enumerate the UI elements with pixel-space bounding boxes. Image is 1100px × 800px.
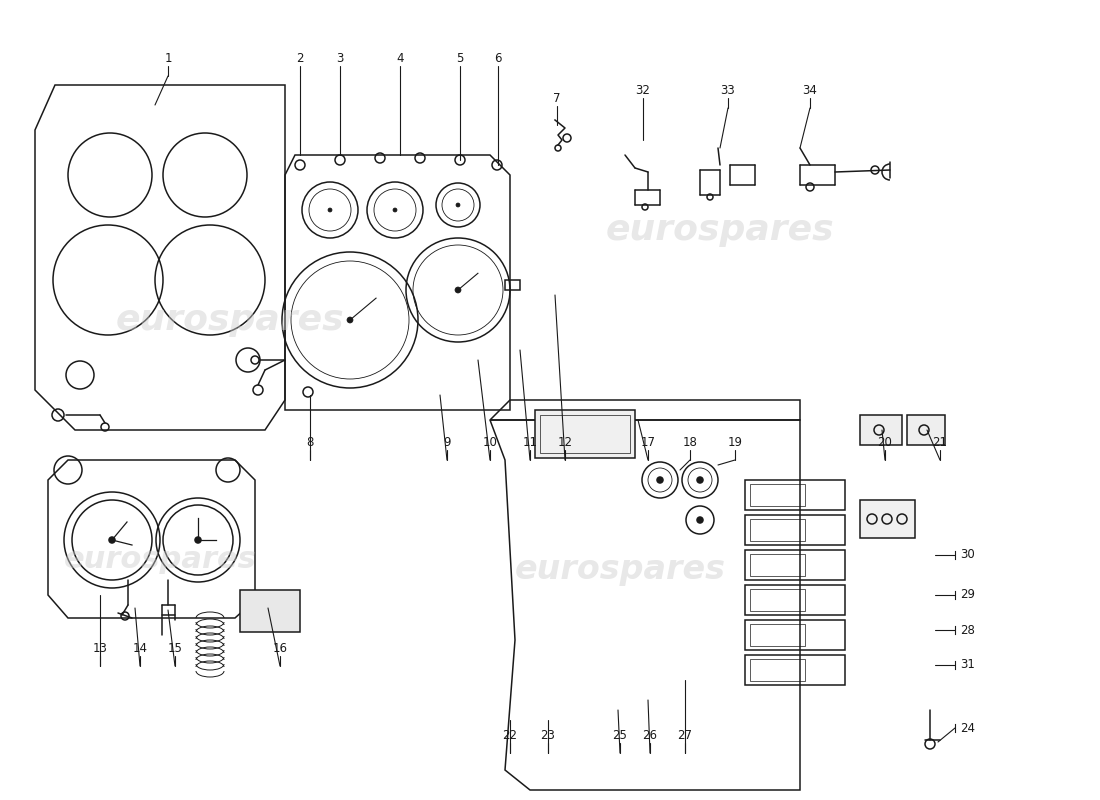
Text: 5: 5 xyxy=(456,52,464,65)
Text: 24: 24 xyxy=(960,722,975,734)
Text: 3: 3 xyxy=(337,52,343,65)
Bar xyxy=(860,500,915,538)
Text: eurospares: eurospares xyxy=(116,303,344,337)
Text: 16: 16 xyxy=(273,642,287,655)
Circle shape xyxy=(697,517,703,523)
Bar xyxy=(860,415,902,445)
Circle shape xyxy=(109,537,116,543)
Bar xyxy=(535,410,635,458)
Text: 12: 12 xyxy=(558,436,572,449)
Text: 28: 28 xyxy=(960,623,975,637)
Circle shape xyxy=(195,537,201,543)
Circle shape xyxy=(455,287,461,293)
Text: 21: 21 xyxy=(933,436,947,449)
Text: 27: 27 xyxy=(678,729,693,742)
Text: 29: 29 xyxy=(960,589,975,602)
Text: 8: 8 xyxy=(306,436,313,449)
Text: 13: 13 xyxy=(92,642,108,655)
Bar xyxy=(750,519,805,541)
Bar xyxy=(908,415,945,445)
Text: 25: 25 xyxy=(613,729,627,742)
Bar xyxy=(750,484,805,506)
Bar xyxy=(750,624,805,646)
Bar xyxy=(745,620,845,650)
Text: 33: 33 xyxy=(720,84,736,97)
Text: 18: 18 xyxy=(683,436,697,449)
Text: 17: 17 xyxy=(640,436,656,449)
Text: 6: 6 xyxy=(494,52,502,65)
Text: eurospares: eurospares xyxy=(515,554,726,586)
Text: 2: 2 xyxy=(296,52,304,65)
Bar xyxy=(745,515,845,545)
Text: eurospares: eurospares xyxy=(64,546,256,574)
Text: 10: 10 xyxy=(483,436,497,449)
Circle shape xyxy=(697,477,703,483)
Text: 7: 7 xyxy=(553,92,561,105)
Text: 26: 26 xyxy=(642,729,658,742)
Bar xyxy=(540,415,630,453)
Text: 31: 31 xyxy=(960,658,975,671)
Circle shape xyxy=(657,477,663,483)
Text: 23: 23 xyxy=(540,729,556,742)
Bar xyxy=(745,480,845,510)
Text: 14: 14 xyxy=(132,642,147,655)
Text: 1: 1 xyxy=(164,52,172,65)
Text: 19: 19 xyxy=(727,436,742,449)
Circle shape xyxy=(328,208,332,212)
Text: 11: 11 xyxy=(522,436,538,449)
Text: 4: 4 xyxy=(396,52,404,65)
Text: 15: 15 xyxy=(167,642,183,655)
Bar xyxy=(750,659,805,681)
Circle shape xyxy=(346,317,353,323)
Bar xyxy=(745,585,845,615)
Bar xyxy=(745,550,845,580)
Text: 32: 32 xyxy=(636,84,650,97)
Text: 34: 34 xyxy=(803,84,817,97)
Text: 20: 20 xyxy=(878,436,892,449)
Bar xyxy=(505,280,520,290)
Bar xyxy=(240,590,300,632)
Circle shape xyxy=(456,203,460,207)
Circle shape xyxy=(393,208,397,212)
Text: 9: 9 xyxy=(443,436,451,449)
Text: 22: 22 xyxy=(503,729,517,742)
Bar xyxy=(750,589,805,611)
Text: eurospares: eurospares xyxy=(606,213,834,247)
Text: 30: 30 xyxy=(960,549,975,562)
Bar xyxy=(750,554,805,576)
Bar xyxy=(745,655,845,685)
